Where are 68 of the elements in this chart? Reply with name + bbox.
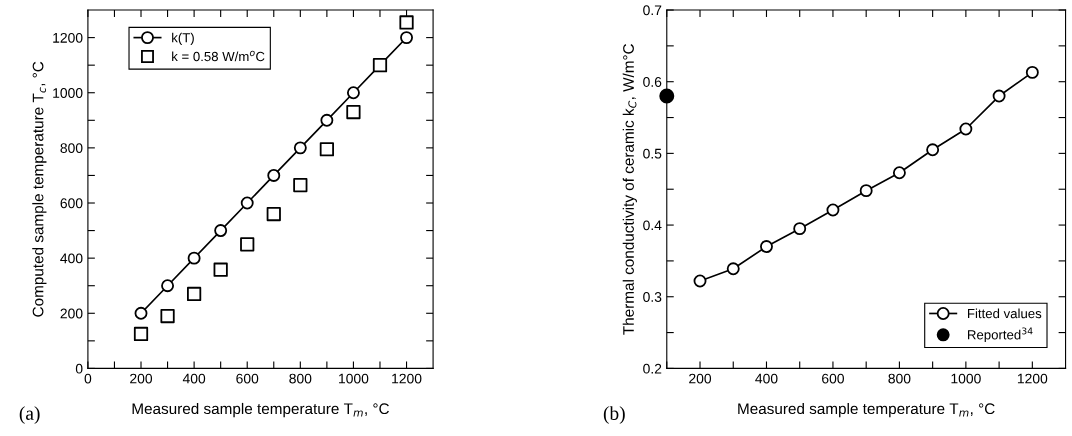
legend-label: k = 0.58 W/m$^{o}$C <box>172 50 265 62</box>
x-tick-label: 1200 <box>1017 373 1048 384</box>
point <box>659 88 675 104</box>
text: (b) <box>603 406 625 424</box>
y-tick-label: 0.3 <box>643 292 662 302</box>
point <box>160 308 175 324</box>
x-tick-label: 800 <box>888 373 911 384</box>
legend-label: Reported$^{34}$ <box>968 327 1033 343</box>
x-axis-title: Measured sample temperature T$_{m}$, °C <box>132 402 389 418</box>
y-tick-label: 1200 <box>53 32 83 43</box>
point <box>266 206 281 222</box>
point <box>992 89 1006 103</box>
x-axis-title: Measured sample temperature T$_{m}$, °C <box>738 402 995 418</box>
x-tick-label: 1000 <box>951 373 981 384</box>
point <box>134 306 148 320</box>
point <box>726 262 740 276</box>
point <box>399 15 414 30</box>
x-tick-label: 400 <box>182 373 206 384</box>
y-tick-label: 0.7 <box>643 5 662 16</box>
point <box>693 274 707 288</box>
text: (a) <box>19 406 40 424</box>
y-tick-label: 0.4 <box>643 220 662 231</box>
point <box>267 168 281 182</box>
point <box>161 279 175 293</box>
y-tick-label: 0.5 <box>643 148 662 159</box>
x-tick-label: 600 <box>822 373 844 384</box>
y-axis-title: Computed sample temperature T$_{c}$, °C <box>32 61 47 317</box>
point <box>959 122 973 136</box>
y-tick-label: 1000 <box>53 88 83 98</box>
x-tick-label: 800 <box>289 373 312 384</box>
y-tick-label: 0.2 <box>643 363 662 374</box>
y-tick-label: 600 <box>60 198 83 209</box>
point <box>793 222 807 236</box>
point <box>320 113 334 127</box>
point <box>293 141 307 155</box>
y-tick-label: 0 <box>75 363 83 374</box>
point <box>826 203 840 217</box>
x-tick-label: 0 <box>84 373 92 384</box>
point <box>1025 65 1039 79</box>
point <box>926 143 940 157</box>
point <box>213 262 228 277</box>
point <box>133 326 149 342</box>
y-tick-label: 0.6 <box>643 77 662 87</box>
point <box>346 104 361 120</box>
x-tick-label: 200 <box>130 373 153 384</box>
y-axis-title: Thermal conductivity of ceramic k$_{C}$, W/m°C <box>622 43 637 335</box>
x-tick-label: 400 <box>755 373 778 384</box>
point <box>400 31 413 45</box>
point <box>240 196 254 210</box>
point <box>319 142 334 157</box>
point <box>346 86 360 100</box>
legend-label: Fitted values <box>968 308 1042 319</box>
x-tick-label: 600 <box>236 373 259 384</box>
x-tick-label: 1200 <box>392 373 422 384</box>
y-tick-label: 800 <box>60 143 83 154</box>
point <box>892 166 906 180</box>
point <box>187 251 201 265</box>
point <box>760 240 773 254</box>
point <box>186 286 202 302</box>
x-tick-label: 200 <box>689 373 712 384</box>
point <box>214 224 228 238</box>
legend-label: k(T) <box>172 32 194 45</box>
x-tick-label: 1000 <box>339 373 369 384</box>
y-tick-label: 400 <box>60 253 83 264</box>
point <box>859 184 873 198</box>
point <box>240 237 255 252</box>
point <box>293 177 308 193</box>
y-tick-label: 200 <box>60 308 83 319</box>
